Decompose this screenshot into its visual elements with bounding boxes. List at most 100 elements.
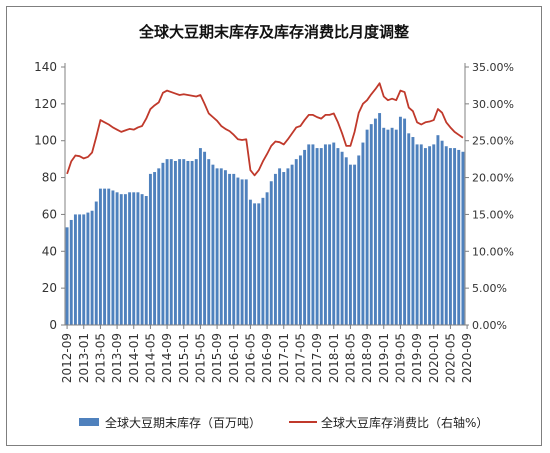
bar [178,159,182,325]
bar [398,116,402,325]
x-tick-label: 2017-05 [293,333,307,383]
bar [248,199,252,325]
axes: 0 20 40 60 80 100 120 140 0.00% 5.00% 10.00% 15.00%… [34,60,514,383]
bar [361,142,365,325]
x-tick-label: 2019-05 [393,333,407,383]
bar [78,214,82,325]
bar [161,162,165,325]
bar [228,173,232,325]
x-tick-label: 2014-09 [160,333,174,383]
x-tick-label: 2020-05 [443,333,457,383]
x-tick-label: 2017-01 [277,333,291,383]
bar [273,173,277,325]
bar [353,164,357,325]
bar [236,177,240,325]
x-tick-label: 2018-01 [327,333,341,383]
legend-label-bar: 全球大豆期末库存（百万吨） [105,415,261,430]
bar [173,160,177,325]
bar [453,148,457,325]
bar [115,192,119,325]
y-tick-label-left: 100 [34,134,57,148]
bar [344,157,348,325]
bar [128,192,132,325]
x-tick-label: 2013-01 [77,333,91,383]
legend-label-line: 全球大豆库存消费比（右轴%） [321,415,488,430]
x-tick-label: 2016-01 [227,333,241,383]
bar [153,172,157,325]
x-tick-label: 2018-05 [343,333,357,383]
bar [307,144,311,325]
x-tick-label: 2014-05 [143,333,157,383]
bar [444,146,448,325]
x-tick-label: 2019-09 [410,333,424,383]
bar [182,159,186,325]
bar [136,192,140,325]
x-tick-label: 2015-01 [177,333,191,383]
bar [211,164,215,325]
legend-swatch-bar [79,418,99,426]
bar [190,160,194,325]
x-tick-label: 2019-01 [377,333,391,383]
bar [203,151,207,325]
x-tick-label: 2013-05 [93,333,107,383]
bar [111,190,115,325]
bar [382,127,386,325]
bar [148,173,152,325]
x-tick-label: 2015-05 [193,333,207,383]
y-tick-label-left: 140 [34,60,57,74]
bar [278,168,282,325]
bar [123,194,127,325]
bar [132,192,136,325]
bar [311,144,315,325]
bar [298,155,302,325]
y-tick-label-right: 10.00% [472,245,514,258]
bar [73,214,77,325]
bar [198,148,202,325]
bar [265,192,269,325]
bar [94,201,98,325]
bar [428,146,432,325]
x-tick-label: 2016-09 [260,333,274,383]
bar [332,142,336,325]
bar-series [65,113,465,325]
x-tick-label: 2016-05 [243,333,257,383]
y-tick-label-left: 20 [42,281,57,295]
bar [186,160,190,325]
y-tick-label-right: 30.00% [472,98,514,111]
bar [144,196,148,325]
bar [411,137,415,325]
bar [253,203,257,325]
bar [119,194,123,325]
chart-svg: 0 20 40 60 80 100 120 140 0.00% 5.00% 10.00% 15.00%… [34,60,514,430]
bar [103,188,107,325]
bar [448,148,452,325]
bar [90,210,94,325]
y-tick-label-left: 80 [42,171,57,185]
bar [269,181,273,325]
bar [378,113,382,325]
x-tick-label: 2020-01 [427,333,441,383]
bar [328,144,332,325]
bar [223,170,227,325]
bar [107,188,111,325]
bar [315,148,319,325]
y-tick-label-right: 25.00% [472,135,514,148]
y-tick-label-right: 5.00% [472,282,507,295]
bar [303,149,307,325]
bar [215,168,219,325]
chart-title: 全球大豆期末库存及库存消费比月度调整 [138,23,409,41]
bar [403,118,407,325]
bar [157,168,161,325]
bar [165,159,169,325]
bar [348,164,352,325]
x-tick-label: 2013-09 [110,333,124,383]
bar [169,159,173,325]
x-tick-label: 2014-01 [127,333,141,383]
y-tick-label-right: 35.00% [472,61,514,74]
bar [140,194,144,325]
y-tick-label-right: 15.00% [472,208,514,221]
bar [423,148,427,325]
bar [219,168,223,325]
y-tick-label-left: 60 [42,207,57,221]
bar [65,227,69,325]
